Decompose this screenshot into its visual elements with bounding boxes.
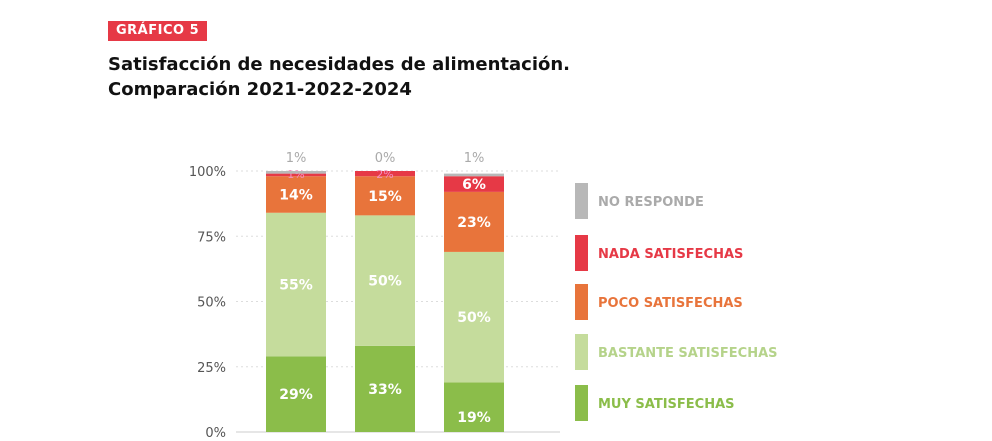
y-tick-label: 25% xyxy=(197,361,226,376)
y-tick-label: 75% xyxy=(197,230,226,245)
data-label: 1% xyxy=(287,168,304,181)
bar-segment xyxy=(266,356,326,432)
legend-swatch xyxy=(575,385,588,421)
legend-swatch xyxy=(575,334,588,370)
bar-segment xyxy=(355,171,415,177)
legend-swatch xyxy=(575,183,588,219)
data-label: 15% xyxy=(368,189,402,205)
bar-segment xyxy=(444,382,504,432)
chart-badge: GRÁFICO 5 xyxy=(108,21,208,41)
y-tick-label: 100% xyxy=(189,165,226,180)
y-tick-label: 0% xyxy=(205,426,226,441)
legend-label: NADA SATISFECHAS xyxy=(598,247,743,262)
data-label: 23% xyxy=(457,215,491,231)
data-label: 0% xyxy=(375,151,396,166)
bar-segment xyxy=(355,345,415,432)
y-tick-label: 50% xyxy=(197,296,226,311)
data-label: 50% xyxy=(457,310,491,326)
data-label: 33% xyxy=(368,382,402,398)
bar-segment xyxy=(266,171,326,174)
legend-label: BASTANTE SATISFECHAS xyxy=(598,346,778,361)
chart-title: Satisfacción de necesidades de alimentac… xyxy=(108,52,570,102)
data-label: 55% xyxy=(279,278,313,294)
data-label: 50% xyxy=(368,274,402,290)
bar-segment xyxy=(266,176,326,213)
data-label: 19% xyxy=(457,410,491,426)
bar-segment xyxy=(355,215,415,346)
legend-label: POCO SATISFECHAS xyxy=(598,296,743,311)
title-line-1: Satisfacción de necesidades de alimentac… xyxy=(108,54,571,75)
data-label: 14% xyxy=(279,187,313,203)
data-label: 29% xyxy=(279,387,313,403)
legend-swatch xyxy=(575,284,588,320)
data-label: 1% xyxy=(464,151,485,166)
bar-segment xyxy=(266,173,326,177)
bar-segment xyxy=(444,173,504,177)
bar-segment xyxy=(355,176,415,216)
legend-label: MUY SATISFECHAS xyxy=(598,397,735,412)
legend-swatch xyxy=(575,235,588,271)
legend-label: NO RESPONDE xyxy=(598,195,704,210)
bar-segment xyxy=(444,176,504,192)
data-label: 2% xyxy=(376,168,393,181)
title-line-2: Comparación 2021-2022-2024 xyxy=(108,79,412,100)
bar-segment xyxy=(444,191,504,252)
bar-segment xyxy=(266,212,326,357)
bar-segment xyxy=(444,251,504,383)
data-label: 6% xyxy=(462,177,486,193)
data-label: 1% xyxy=(286,151,307,166)
